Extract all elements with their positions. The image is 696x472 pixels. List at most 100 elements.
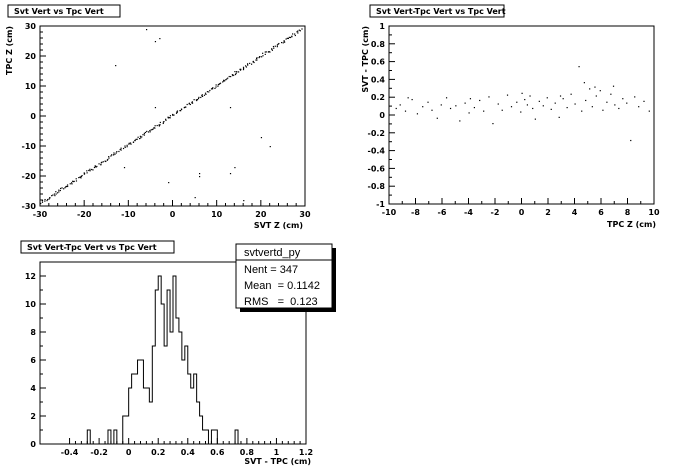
- outlier-point: [229, 173, 232, 175]
- scatter-point: [223, 79, 225, 81]
- scatter-point: [282, 42, 284, 44]
- scatter-point: [193, 99, 195, 101]
- x-tick-label: 0.2: [151, 448, 165, 457]
- scatter-point: [159, 121, 161, 124]
- scatter-point: [46, 199, 48, 202]
- scatter-point: [298, 29, 300, 31]
- scatter-point: [205, 93, 207, 95]
- scatter-point: [219, 83, 221, 85]
- scatter-point: [445, 97, 448, 99]
- scatter-point: [520, 111, 522, 113]
- scatter-point: [49, 197, 51, 199]
- scatter-point: [154, 127, 156, 129]
- panel1-y-axis: -30 -20 -10 0 10 20 30: [22, 22, 46, 211]
- scatter-point: [39, 202, 42, 205]
- scatter-point: [162, 122, 164, 125]
- scatter-point: [255, 59, 257, 61]
- scatter-point: [277, 43, 279, 45]
- scatter-point: [296, 31, 298, 33]
- scatter-point: [610, 93, 612, 95]
- scatter-point: [288, 36, 290, 38]
- scatter-point: [186, 103, 188, 106]
- panel3-x-label: SVT - TPC (cm): [244, 457, 311, 466]
- scatter-point: [269, 51, 271, 53]
- scatter-point: [239, 69, 242, 71]
- scatter-point: [146, 130, 148, 133]
- scatter-point: [91, 168, 93, 171]
- scatter-point: [59, 189, 61, 192]
- scatter-point: [110, 155, 112, 157]
- scatter-point: [264, 53, 266, 55]
- scatter-point: [51, 195, 53, 197]
- scatter-point: [58, 189, 60, 191]
- scatter-point: [136, 138, 138, 140]
- scatter-point: [594, 86, 596, 88]
- outlier-point: [123, 167, 126, 169]
- scatter-point: [108, 157, 110, 159]
- scatter-point: [638, 106, 640, 108]
- scatter-point: [134, 139, 136, 142]
- panel1-title: Svt Vert vs Tpc Vert: [14, 7, 104, 16]
- scatter-point: [301, 28, 303, 30]
- scatter-point: [149, 131, 151, 133]
- scatter-point: [292, 33, 294, 35]
- panel2-title: Svt Vert-Tpc Vert vs Tpc Vert: [376, 7, 506, 16]
- scatter-point: [95, 166, 97, 168]
- scatter-point: [232, 74, 234, 77]
- scatter-point: [497, 103, 499, 105]
- stats-mean: Mean = 0.1142: [244, 280, 320, 292]
- scatter-point: [208, 91, 210, 93]
- scatter-point: [284, 41, 286, 43]
- scatter-point: [285, 38, 287, 40]
- y-tick-label: -0.4: [368, 147, 386, 156]
- scatter-point: [427, 101, 429, 103]
- scatter-point: [219, 82, 222, 84]
- scatter-point: [538, 100, 540, 102]
- outlier-point: [234, 167, 236, 169]
- scatter-point: [139, 135, 142, 137]
- scatter-point: [532, 107, 534, 110]
- scatter-point: [48, 198, 50, 200]
- scatter-point: [258, 56, 260, 59]
- scatter-point: [228, 75, 230, 78]
- y-tick-label: 10: [25, 82, 37, 91]
- scatter-point: [172, 113, 174, 116]
- scatter-point: [455, 105, 457, 107]
- scatter-point: [176, 110, 179, 112]
- x-tick-label: 0: [519, 208, 525, 217]
- scatter-point: [119, 148, 121, 151]
- scatter-point: [245, 66, 248, 68]
- panel3-y-axis: 0 2 4 6 8 10 12: [25, 272, 46, 449]
- scatter-point: [132, 141, 135, 143]
- scatter-point: [256, 59, 258, 61]
- scatter-point: [128, 143, 130, 145]
- scatter-point: [395, 107, 397, 110]
- scatter-point: [115, 152, 117, 154]
- scatter-point: [297, 32, 299, 34]
- scatter-point: [276, 44, 278, 46]
- panel2-points: [395, 66, 650, 142]
- scatter-point: [237, 71, 240, 73]
- scatter-point: [534, 118, 536, 120]
- scatter-point: [206, 91, 209, 93]
- scatter-point: [65, 185, 68, 188]
- scatter-point: [137, 136, 139, 138]
- scatter-point: [589, 88, 591, 90]
- outlier-point: [146, 29, 148, 31]
- y-tick-label: 0: [30, 112, 36, 121]
- scatter-point: [215, 84, 217, 86]
- scatter-point: [271, 49, 274, 51]
- scatter-point: [54, 195, 56, 197]
- scatter-point: [268, 50, 270, 53]
- scatter-point: [67, 185, 69, 188]
- scatter-point: [159, 124, 161, 126]
- scatter-point: [231, 74, 233, 76]
- scatter-point: [459, 120, 461, 122]
- x-tick-label: 10: [211, 210, 223, 219]
- scatter-point: [158, 124, 160, 126]
- scatter-point: [407, 97, 409, 99]
- histogram-bin: [176, 318, 179, 444]
- scatter-point: [261, 56, 263, 58]
- outlier-point: [115, 65, 117, 67]
- scatter-point: [44, 200, 46, 202]
